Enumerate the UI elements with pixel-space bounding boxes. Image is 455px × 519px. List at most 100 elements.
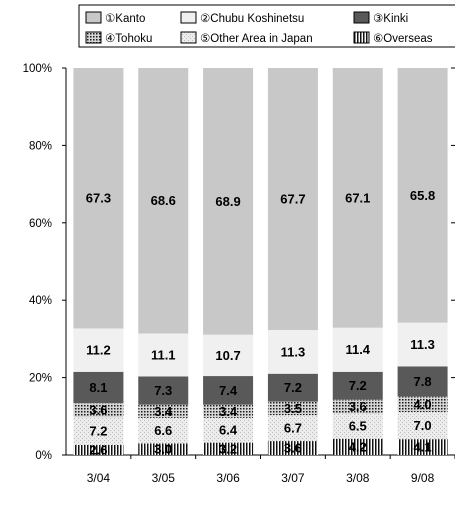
bar-segment — [267, 373, 318, 402]
data-label: 3.6 — [89, 403, 107, 418]
bar-segment — [203, 68, 254, 335]
data-label: 6.5 — [349, 419, 367, 434]
y-tick-label: 40% — [29, 295, 52, 307]
bar-segment — [73, 403, 124, 418]
y-tick-label: 0% — [35, 450, 52, 462]
legend-label: ④Tohoku — [105, 33, 152, 45]
data-label: 67.7 — [280, 191, 305, 206]
data-label: 4.1 — [414, 440, 432, 455]
bar-segment — [138, 443, 189, 455]
legend-label: ①Kanto — [105, 13, 145, 25]
bar-segment — [267, 68, 318, 330]
bar-segment — [203, 376, 254, 405]
legend-label: ②Chubu Koshinetsu — [200, 13, 304, 25]
bar-segment — [397, 439, 448, 455]
bar-segment — [73, 444, 124, 455]
bar-segment — [73, 417, 124, 445]
data-label: 67.3 — [86, 191, 111, 206]
legend-swatch — [180, 31, 197, 44]
data-label: 11.4 — [345, 342, 370, 357]
data-label: 4.2 — [349, 439, 367, 454]
bar-segment — [138, 333, 189, 377]
data-label: 11.3 — [281, 344, 306, 359]
data-label: 67.1 — [345, 190, 370, 205]
data-label: 3.4 — [219, 404, 238, 419]
y-tick-label: 20% — [29, 373, 52, 385]
data-label: 8.1 — [89, 380, 107, 395]
data-label: 7.2 — [349, 378, 367, 393]
bar-segment — [397, 396, 448, 413]
bar-segment — [332, 371, 383, 400]
x-tick-label: 3/06 — [216, 471, 240, 485]
data-label: 7.0 — [414, 418, 432, 433]
bar-segment — [267, 329, 318, 374]
data-label: 4.0 — [414, 397, 432, 412]
legend-label: ⑥Overseas — [373, 33, 433, 45]
legend: ①Kanto ②Chubu Koshinetsu ③Kinki ④Tohoku ⑤Oth… — [78, 4, 455, 48]
bars — [73, 68, 448, 455]
bar-segment — [203, 404, 254, 418]
x-tick-label: 9/08 — [411, 471, 435, 485]
legend-swatch — [85, 31, 102, 44]
data-label: 6.6 — [154, 423, 172, 438]
x-tick-label: 3/08 — [346, 471, 370, 485]
y-tick-label: 80% — [29, 140, 52, 152]
x-tick-label: 3/04 — [87, 471, 111, 485]
bar-segment — [73, 68, 124, 329]
bar-segment — [397, 366, 448, 397]
bar-segment — [397, 68, 448, 323]
bar-segment — [138, 376, 189, 405]
bar-segment — [332, 438, 383, 455]
bar-segment — [203, 442, 254, 455]
data-label: 3.6 — [349, 399, 367, 414]
data-label: 11.3 — [410, 337, 435, 352]
bar-segment — [332, 68, 383, 328]
data-label: 68.6 — [151, 193, 176, 208]
legend-label: ③Kinki — [373, 13, 408, 25]
bar-segment — [73, 328, 124, 372]
legend-label: ⑤Other Area in Japan — [200, 33, 313, 45]
legend-swatch — [85, 11, 102, 24]
data-label: 3.2 — [219, 441, 237, 456]
x-tick-label: 3/07 — [281, 471, 305, 485]
data-label: 2.6 — [89, 442, 107, 457]
y-tick-label: 100% — [23, 63, 52, 75]
data-label: 3.0 — [154, 442, 172, 457]
data-label: 7.8 — [414, 374, 432, 389]
data-label: 6.4 — [219, 423, 238, 438]
legend-swatch — [180, 11, 197, 24]
bar-segment — [267, 401, 318, 416]
x-tick-label: 3/05 — [152, 471, 176, 485]
bar-segment — [332, 327, 383, 372]
data-label: 11.2 — [86, 343, 111, 358]
data-label: 3.5 — [284, 401, 302, 416]
bar-segment — [332, 399, 383, 414]
bar-segment — [332, 413, 383, 439]
bar-segment — [138, 417, 189, 444]
data-label: 7.2 — [89, 424, 107, 439]
y-tick-label: 60% — [29, 218, 52, 230]
legend-swatch — [353, 31, 370, 44]
data-label: 11.1 — [151, 347, 176, 362]
data-label: 65.8 — [410, 188, 435, 203]
bar-segment — [267, 441, 318, 455]
data-label: 3.6 — [284, 441, 302, 456]
bar-segment — [73, 371, 124, 404]
bar-segment — [397, 322, 448, 367]
bar-segment — [203, 417, 254, 443]
legend-box — [78, 4, 455, 48]
bar-segment — [397, 412, 448, 440]
bar-segment — [138, 404, 189, 418]
legend-swatch — [353, 11, 370, 24]
bar-segment — [203, 334, 254, 377]
bar-segment — [267, 415, 318, 442]
data-label: 68.9 — [215, 194, 240, 209]
data-label: 7.4 — [219, 383, 238, 398]
data-labels: 2.6 7.2 3.6 8.1 11.2 67.3 3.0 6.6 3.4 7.3 11.1 68.6… — [86, 188, 435, 458]
data-label: 7.3 — [154, 383, 172, 398]
data-label: 6.7 — [284, 421, 302, 436]
data-label: 3.4 — [154, 404, 173, 419]
data-label: 7.2 — [284, 380, 302, 395]
data-label: 10.7 — [215, 348, 240, 363]
